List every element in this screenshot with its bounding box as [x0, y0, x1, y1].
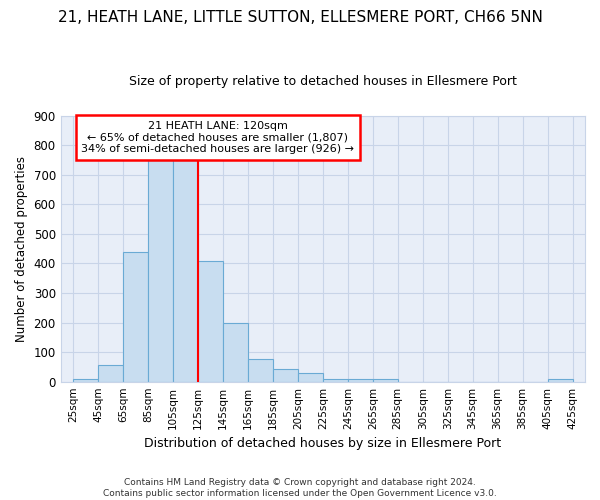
Text: Contains HM Land Registry data © Crown copyright and database right 2024.
Contai: Contains HM Land Registry data © Crown c… [103, 478, 497, 498]
Bar [548, 380, 572, 382]
Bar [373, 378, 398, 382]
Y-axis label: Number of detached properties: Number of detached properties [15, 156, 28, 342]
X-axis label: Distribution of detached houses by size in Ellesmere Port: Distribution of detached houses by size … [144, 437, 502, 450]
Bar [148, 160, 173, 382]
Title: Size of property relative to detached houses in Ellesmere Port: Size of property relative to detached ho… [129, 75, 517, 88]
Bar [348, 378, 373, 382]
Bar [248, 358, 273, 382]
Text: 21 HEATH LANE: 120sqm
← 65% of detached houses are smaller (1,807)
34% of semi-d: 21 HEATH LANE: 120sqm ← 65% of detached … [82, 121, 355, 154]
Bar [173, 160, 198, 382]
Bar [298, 374, 323, 382]
Bar [198, 261, 223, 382]
Bar [123, 252, 148, 382]
Bar [323, 378, 348, 382]
Bar [73, 378, 98, 382]
Bar [223, 323, 248, 382]
Text: 21, HEATH LANE, LITTLE SUTTON, ELLESMERE PORT, CH66 5NN: 21, HEATH LANE, LITTLE SUTTON, ELLESMERE… [58, 10, 542, 25]
Bar [98, 364, 123, 382]
Bar [273, 368, 298, 382]
